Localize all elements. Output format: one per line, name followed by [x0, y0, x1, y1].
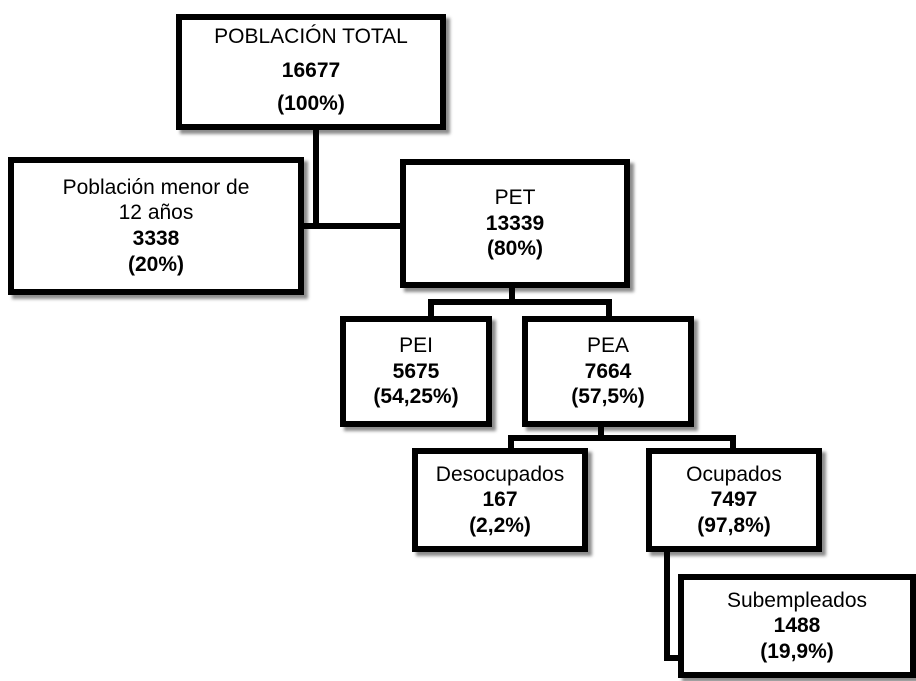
desocupados-label: Desocupados [435, 462, 565, 486]
poblacion-total-label: POBLACIÓN TOTAL [214, 25, 408, 48]
connector-pea-to-desocupados-ocupados [508, 425, 736, 450]
pea-label: PEA [586, 334, 630, 358]
box-subempleados: Subempleados 1488 (19,9%) [678, 574, 916, 678]
ocupados-percent: (97,8%) [697, 513, 771, 537]
ocupados-label: Ocupados [686, 462, 782, 486]
pet-percent: (80%) [486, 237, 544, 261]
pei-label: PEI [399, 334, 433, 358]
pet-value: 13339 [485, 211, 545, 235]
poblacion-total-value: 16677 [281, 58, 341, 82]
pei-value: 5675 [392, 359, 440, 383]
box-pet: PET 13339 (80%) [400, 159, 630, 288]
poblacion-menor-value: 3338 [132, 227, 180, 250]
poblacion-menor-label-line2: 12 años [118, 201, 194, 225]
pea-percent: (57,5%) [571, 385, 645, 409]
box-pei: PEI 5675 (54,25%) [340, 316, 492, 427]
desocupados-percent: (2,2%) [469, 513, 531, 537]
poblacion-menor-percent: (20%) [127, 252, 185, 276]
subempleados-label: Subempleados [726, 588, 868, 612]
box-poblacion-total: POBLACIÓN TOTAL 16677 (100%) [176, 14, 446, 130]
box-desocupados: Desocupados 167 (2,2%) [412, 448, 588, 552]
pea-value: 7664 [584, 359, 632, 383]
connector-ocupados-to-subempleados [664, 550, 682, 661]
desocupados-value: 167 [482, 488, 518, 512]
subempleados-percent: (19,9%) [760, 639, 834, 663]
poblacion-menor-label-line1: Población menor de [62, 175, 250, 199]
box-ocupados: Ocupados 7497 (97,8%) [646, 448, 822, 552]
connector-total-to-level2 [301, 128, 404, 229]
pei-percent: (54,25%) [373, 385, 459, 409]
subempleados-value: 1488 [773, 614, 821, 638]
box-pea: PEA 7664 (57,5%) [522, 316, 694, 427]
box-poblacion-menor: Población menor de 12 años 3338 (20%) [8, 157, 304, 295]
connector-pet-to-pei-pea [428, 286, 612, 318]
poblacion-total-percent: (100%) [277, 92, 345, 116]
pet-label: PET [494, 186, 536, 210]
ocupados-value: 7497 [710, 488, 758, 512]
